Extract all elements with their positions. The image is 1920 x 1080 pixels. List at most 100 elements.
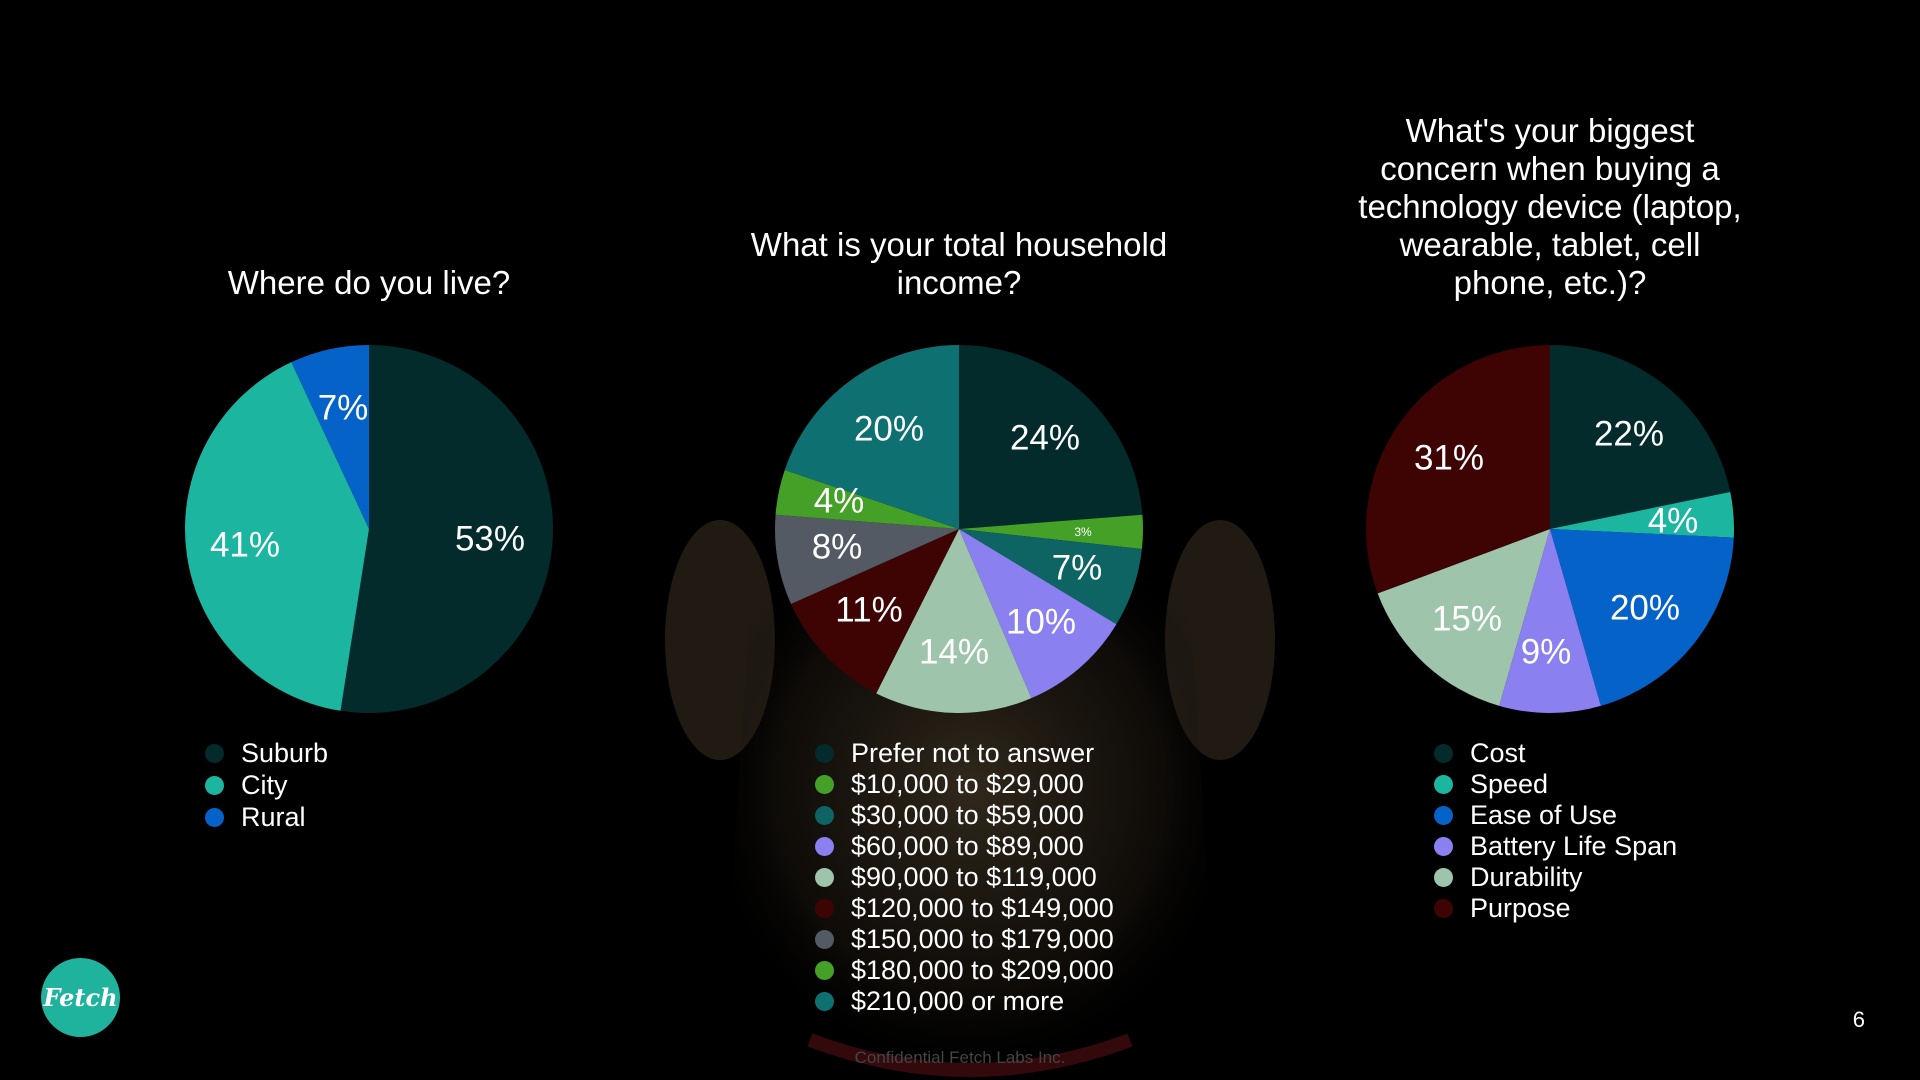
page-number: 6 [1852,1007,1865,1032]
pie-slice-180-000-to-209-000 [775,469,959,529]
legend-label: $60,000 to $89,000 [851,831,1084,861]
pie-slice-rural [291,345,369,529]
data-label-10-000-to-29-000: 3% [1074,525,1092,539]
pie-slice-prefer-not-to-answer [959,345,1143,529]
legend-item: Suburb [205,738,328,769]
legend-label: Battery Life Span [1470,831,1678,861]
legend-swatch [1434,775,1453,794]
chart-title: What's your biggest concern when buying … [1358,112,1742,301]
legend-swatch [205,776,224,795]
footer-confidential: Confidential Fetch Labs Inc. [854,1048,1066,1067]
pie-slice-90-000-to-119-000 [876,529,1032,713]
legend-item: $210,000 or more [815,986,1114,1017]
legend-label: $90,000 to $119,000 [851,862,1097,892]
legend-swatch [815,775,834,794]
pie-slice-30-000-to-59-000 [959,529,1142,625]
legend-item: Durability [1434,862,1677,893]
legend-item: $60,000 to $89,000 [815,831,1114,862]
chart-legend: Prefer not to answer $10,000 to $29,000 $3… [815,738,1114,1017]
chart-legend: Cost Speed Ease of Use Battery Life Span Dur… [1434,738,1677,924]
legend-item: Battery Life Span [1434,831,1677,862]
data-label-durability: 15% [1432,599,1502,638]
data-label-180-000-to-209-000: 4% [814,481,865,520]
legend-swatch [815,961,834,980]
legend-item: Purpose [1434,893,1677,924]
legend-swatch [1434,806,1453,825]
legend-label: $150,000 to $179,000 [851,924,1114,954]
data-label-speed: 4% [1648,501,1699,540]
legend-label: City [241,770,288,800]
data-label-battery-life-span: 9% [1521,632,1572,671]
legend-label: $10,000 to $29,000 [851,769,1084,799]
data-label-cost: 22% [1594,414,1664,453]
legend-swatch [1434,744,1453,763]
data-label-120-000-to-149-000: 11% [835,590,902,629]
legend-label: Purpose [1470,893,1571,923]
fetch-logo: Fetch [41,958,120,1037]
legend-item: Rural [205,802,306,833]
legend-label: Durability [1470,862,1583,892]
legend-swatch [205,744,224,763]
legend-swatch [815,837,834,856]
data-label-suburb: 53% [455,519,525,558]
legend-label: Cost [1470,738,1526,768]
pie-slice-60-000-to-89-000 [959,529,1117,699]
data-label-210-000-or-more: 20% [854,409,924,448]
legend-label: Ease of Use [1470,800,1618,830]
legend-item: $90,000 to $119,000 [815,862,1114,893]
legend-item: Cost [1434,738,1677,769]
legend-swatch [815,992,834,1011]
legend-label: Prefer not to answer [851,738,1095,768]
pie-slice-150-000-to-179-000 [775,514,959,605]
legend-item: $120,000 to $149,000 [815,893,1114,924]
chart-title: Where do you live? [227,264,511,301]
pie-slice-120-000-to-149-000 [790,529,959,694]
legend-item: $150,000 to $179,000 [815,924,1114,955]
data-label-150-000-to-179-000: 8% [812,527,863,566]
legend-item: $30,000 to $59,000 [815,800,1114,831]
legend-label: $120,000 to $149,000 [851,893,1114,923]
legend-swatch [815,868,834,887]
pie-slice-210-000-or-more [784,345,959,529]
pie-slice-cost [1550,345,1731,529]
legend-label: Rural [241,802,306,832]
legend-item: Ease of Use [1434,800,1677,831]
pie-slice-ease-of-use [1550,529,1734,706]
pie-slice-purpose [1366,345,1550,594]
legend-swatch [815,806,834,825]
legend-swatch [1434,837,1453,856]
legend-swatch [1434,899,1453,918]
pie-slice-city [185,362,369,711]
data-label-30-000-to-59-000: 7% [1052,548,1103,587]
legend-label: $180,000 to $209,000 [851,955,1114,985]
legend-swatch [815,899,834,918]
logo-text: Fetch [43,983,118,1012]
chart-legend: Suburb City Rural [205,738,342,834]
legend-swatch [815,930,834,949]
legend-item: Speed [1434,769,1677,800]
data-label-rural: 7% [318,388,369,427]
legend-label: Speed [1470,769,1549,799]
chart-title: What is your total household income? [750,226,1168,301]
pie-slice-suburb [340,345,554,713]
pie-slice-10-000-to-29-000 [959,514,1143,549]
legend-item: Prefer not to answer [815,738,1114,769]
data-label-ease-of-use: 20% [1610,588,1680,627]
legend-swatch [815,744,834,763]
legend-item: $180,000 to $209,000 [815,955,1114,986]
data-label-prefer-not-to-answer: 24% [1010,418,1080,457]
legend-label: Suburb [241,738,329,768]
data-label-60-000-to-89-000: 10% [1006,602,1076,641]
pie-slice-battery-life-span [1499,529,1601,713]
data-label-90-000-to-119-000: 14% [919,632,989,671]
legend-item: City [205,770,288,801]
data-label-purpose: 31% [1414,438,1484,477]
legend-swatch [205,808,224,827]
legend-swatch [1434,868,1453,887]
pie-slice-durability [1377,529,1550,706]
legend-label: $30,000 to $59,000 [851,800,1084,830]
legend-label: $210,000 or more [851,986,1065,1016]
